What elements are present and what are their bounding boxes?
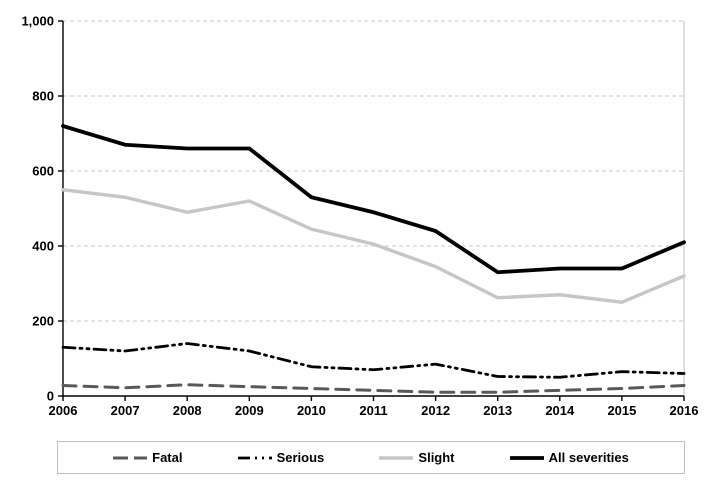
- legend-label-slight: Slight: [418, 450, 455, 465]
- y-tick-label-1000: 1,000: [21, 14, 54, 29]
- x-tick-label-2013: 2013: [483, 403, 512, 418]
- legend-item-all-severities: All severities: [509, 450, 629, 465]
- legend-item-fatal: Fatal: [113, 450, 182, 465]
- y-tick-label-800: 800: [32, 89, 54, 104]
- legend-key-line-slight: [379, 455, 414, 460]
- y-tick-label-200: 200: [32, 314, 54, 329]
- x-tick-label-2009: 2009: [235, 403, 264, 418]
- x-tick-label-2015: 2015: [607, 403, 636, 418]
- plot-area: 0 200 400 600 800 1,000 2006 2007 2008 2009 2010 20…: [21, 14, 699, 419]
- y-tick-label-0: 0: [47, 389, 54, 404]
- legend-label-fatal: Fatal: [152, 450, 183, 465]
- x-tick-label-2006: 2006: [49, 403, 78, 418]
- series-line-fatal: [61, 383, 686, 394]
- legend-label-serious: Serious: [276, 450, 325, 465]
- series-line-slight: [61, 188, 686, 304]
- legend-key-line-all-severities: [509, 455, 544, 460]
- x-tick-label-2012: 2012: [421, 403, 450, 418]
- legend-item-serious: Serious: [237, 450, 325, 465]
- legend-item-slight: Slight: [379, 450, 455, 465]
- x-tick-label-2011: 2011: [359, 403, 387, 418]
- x-tick-label-2014: 2014: [545, 403, 575, 418]
- y-tick-label-600: 600: [32, 164, 54, 179]
- legend-key-line-serious: [237, 456, 272, 459]
- y-tick-label-400: 400: [32, 239, 54, 254]
- chart-legend: Fatal Serious Slight All severities: [57, 441, 685, 474]
- x-tick-label-2016: 2016: [670, 403, 699, 418]
- series-line-all-severities: [61, 124, 686, 275]
- x-tick-label-2007: 2007: [111, 403, 140, 418]
- x-tick-label-2008: 2008: [173, 403, 202, 418]
- x-tick-label-2010: 2010: [297, 403, 326, 418]
- legend-label-all-severities: All severities: [548, 450, 629, 465]
- legend-key-line-fatal: [113, 456, 148, 459]
- series-line-serious: [61, 342, 686, 379]
